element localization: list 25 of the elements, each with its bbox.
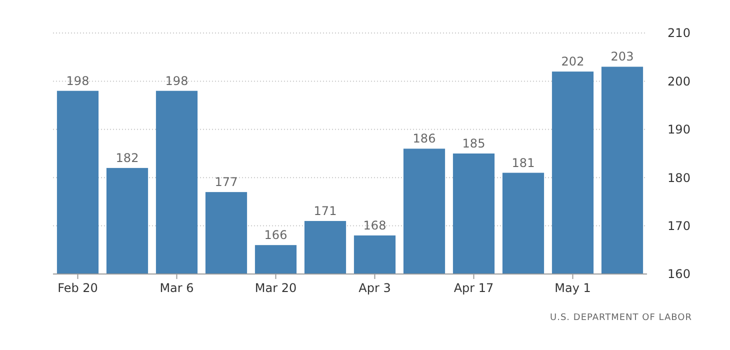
data-label: 202 — [561, 54, 584, 69]
y-tick-label: 170 — [668, 219, 690, 233]
x-tick-label: Mar 6 — [160, 281, 194, 295]
y-tick-label: 160 — [668, 267, 690, 282]
x-tick-label: Apr 17 — [454, 281, 494, 295]
data-label: 177 — [214, 175, 238, 190]
x-tick-label: Apr 3 — [358, 281, 391, 295]
data-label: 166 — [264, 228, 288, 242]
data-label: 182 — [116, 150, 139, 165]
data-label: 181 — [512, 156, 535, 170]
data-label: 168 — [363, 218, 386, 232]
x-tick-label: Feb 20 — [58, 281, 98, 295]
y-tick-label: 190 — [668, 122, 690, 137]
y-tick-label: 180 — [668, 170, 690, 185]
data-label: 185 — [462, 136, 486, 150]
data-label: 171 — [314, 204, 337, 218]
data-label: 203 — [610, 50, 634, 64]
y-tick-label: 210 — [668, 26, 690, 40]
data-label: 198 — [165, 74, 188, 88]
data-label: 198 — [66, 74, 90, 88]
x-tick-label: May 1 — [554, 281, 591, 295]
x-tick-label: Mar 20 — [254, 281, 297, 295]
text: U.S. DEPARTMENT OF LABOR — [550, 313, 692, 323]
data-label: 186 — [412, 132, 436, 146]
y-tick-label: 200 — [668, 74, 690, 88]
